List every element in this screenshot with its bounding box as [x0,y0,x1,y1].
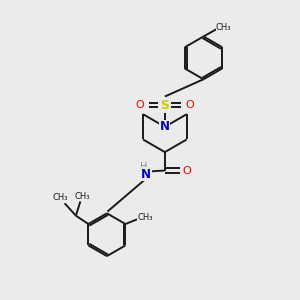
Text: O: O [185,100,194,110]
Text: CH₃: CH₃ [53,194,68,202]
Text: CH₃: CH₃ [138,213,153,222]
Text: O: O [136,100,144,110]
Text: O: O [182,166,191,176]
Text: S: S [160,99,169,112]
Text: N: N [141,168,151,181]
Text: CH₃: CH₃ [75,192,90,201]
Text: N: N [160,120,170,133]
Text: CH₃: CH₃ [216,23,232,32]
Text: H: H [140,162,148,172]
